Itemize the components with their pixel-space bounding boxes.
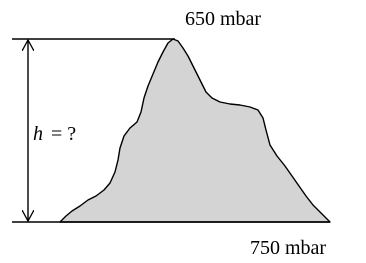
mountain (60, 39, 330, 222)
height-variable: h (33, 123, 43, 145)
height-label: h = ? (33, 123, 76, 145)
top-pressure-label: 650 mbar (185, 8, 261, 30)
diagram: 650 mbar 750 mbar h = ? (0, 0, 366, 263)
height-question: = ? (51, 123, 76, 145)
bottom-pressure-label: 750 mbar (250, 237, 326, 259)
